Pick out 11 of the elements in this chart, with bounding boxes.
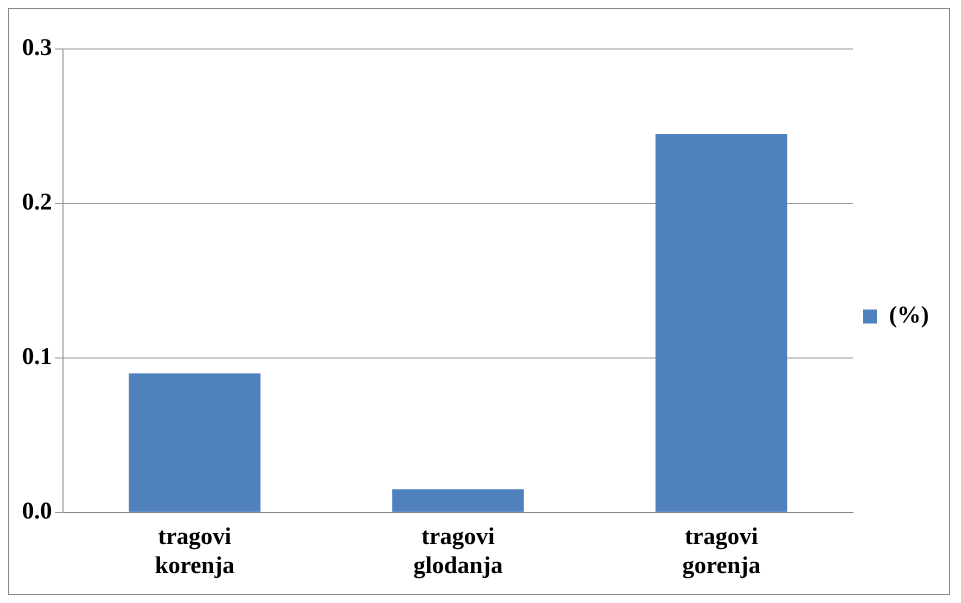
x-tick-label: tragovi glodanja [413, 524, 503, 579]
y-tick-label: 0.1 [22, 344, 52, 370]
legend-label: (%) [889, 302, 929, 329]
x-tick-label: tragovi gorenja [682, 524, 760, 579]
y-tick-label: 0.3 [22, 35, 52, 62]
y-tick-label: 0.2 [22, 190, 52, 216]
y-tick-label: 0.0 [22, 498, 52, 525]
x-tick-label: tragovi korenja [154, 524, 234, 579]
bar [392, 489, 524, 512]
bar [128, 373, 261, 512]
bar [656, 134, 788, 512]
